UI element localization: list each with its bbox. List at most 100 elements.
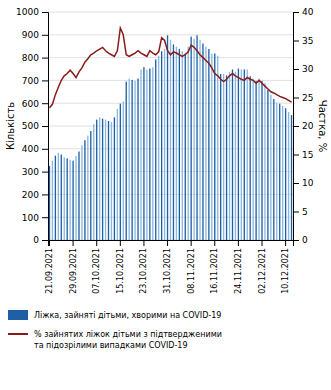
bar bbox=[217, 56, 218, 240]
bar bbox=[202, 43, 203, 240]
bar bbox=[285, 108, 286, 240]
tick-mark bbox=[143, 240, 144, 246]
legend-label: Ліжка, зайняті дітьми, хворими на COVID-… bbox=[34, 311, 221, 320]
y-tick: 0 bbox=[33, 235, 48, 245]
tick-label: 40 bbox=[302, 7, 314, 17]
grid-line bbox=[48, 34, 293, 35]
bar bbox=[146, 69, 147, 240]
tick-mark bbox=[42, 149, 48, 150]
bar bbox=[155, 59, 156, 240]
bar bbox=[84, 140, 85, 240]
marks bbox=[49, 28, 292, 240]
bar bbox=[78, 152, 79, 240]
tick-mark bbox=[167, 240, 168, 246]
bar bbox=[170, 40, 171, 240]
bar bbox=[72, 161, 73, 240]
y-tick: 800 bbox=[22, 53, 48, 63]
bar bbox=[244, 69, 245, 240]
tick-label: 02.12.2021 bbox=[258, 248, 267, 294]
bar bbox=[81, 145, 82, 240]
bar bbox=[67, 158, 68, 240]
bar bbox=[196, 35, 197, 240]
bar bbox=[167, 35, 168, 240]
bar bbox=[69, 160, 70, 240]
x-axis: 21.09.202129.09.202107.10.202115.10.2021… bbox=[45, 240, 293, 294]
bar bbox=[282, 106, 283, 240]
tick-label: 21.09.2021 bbox=[45, 248, 54, 294]
tick-label: 08.11.2021 bbox=[187, 248, 196, 294]
tick-mark bbox=[293, 41, 299, 42]
y2-tick: 30 bbox=[293, 64, 314, 74]
y2-tick: 35 bbox=[293, 36, 313, 46]
bar bbox=[111, 122, 112, 240]
bar bbox=[90, 131, 91, 240]
bar bbox=[158, 56, 159, 240]
bar bbox=[137, 79, 138, 240]
bar bbox=[238, 69, 239, 240]
tick-mark bbox=[293, 98, 299, 99]
bar bbox=[173, 44, 174, 240]
tick-label: 35 bbox=[302, 36, 313, 46]
bar bbox=[182, 51, 183, 240]
bar bbox=[102, 119, 103, 240]
y-tick: 200 bbox=[22, 190, 48, 200]
tick-mark bbox=[42, 194, 48, 195]
bar bbox=[226, 75, 227, 240]
bar bbox=[152, 67, 153, 240]
tick-mark bbox=[42, 240, 48, 241]
bar bbox=[126, 82, 127, 240]
y2-tick: 25 bbox=[293, 93, 313, 103]
bar bbox=[247, 69, 248, 240]
y-tick: 400 bbox=[22, 144, 48, 154]
x-tick: 02.12.2021 bbox=[258, 240, 267, 294]
bar bbox=[108, 121, 109, 240]
tick-mark bbox=[238, 240, 239, 246]
axis-line bbox=[42, 13, 49, 241]
bar bbox=[232, 69, 233, 240]
tick-label: 0 bbox=[33, 235, 39, 245]
tick-label: 800 bbox=[22, 53, 39, 63]
y-tick: 300 bbox=[22, 167, 48, 177]
tick-mark bbox=[42, 58, 48, 59]
bar bbox=[214, 53, 215, 240]
y2-tick: 0 bbox=[293, 235, 308, 245]
bar bbox=[250, 76, 251, 240]
bar bbox=[161, 51, 162, 240]
x-tick: 31.10.2021 bbox=[163, 240, 172, 294]
y-tick: 900 bbox=[22, 30, 48, 40]
bar bbox=[220, 74, 221, 240]
plot: 21.09.202129.09.202107.10.202115.10.2021… bbox=[16, 7, 314, 293]
bar bbox=[114, 117, 115, 240]
tick-label: 20 bbox=[302, 121, 314, 131]
bar bbox=[164, 49, 165, 240]
y2-axis: 0510152025303540 bbox=[293, 7, 314, 245]
tick-label: 07.10.2021 bbox=[92, 248, 101, 294]
x-tick: 24.11.2021 bbox=[234, 240, 243, 294]
tick-label: 23.10.2021 bbox=[139, 248, 148, 294]
bar bbox=[279, 104, 280, 240]
legend-swatch bbox=[8, 333, 28, 335]
tick-label: 100 bbox=[22, 213, 39, 223]
bar bbox=[208, 49, 209, 240]
bar bbox=[255, 81, 256, 240]
tick-mark bbox=[214, 240, 215, 246]
y-tick: 100 bbox=[22, 213, 48, 223]
tick-mark bbox=[42, 103, 48, 104]
axis-title: Кількість bbox=[5, 102, 16, 150]
tick-label: 25 bbox=[302, 93, 313, 103]
bar bbox=[87, 136, 88, 240]
y2-tick: 40 bbox=[293, 7, 314, 17]
bar bbox=[276, 103, 277, 240]
tick-mark bbox=[262, 240, 263, 246]
legend-swatch bbox=[8, 310, 28, 320]
bar bbox=[49, 166, 50, 240]
x-tick: 16.11.2021 bbox=[210, 240, 219, 294]
tick-label: 29.09.2021 bbox=[69, 248, 78, 294]
bar bbox=[105, 120, 106, 240]
bar bbox=[176, 47, 177, 240]
tick-mark bbox=[293, 183, 299, 184]
tick-mark bbox=[293, 126, 299, 127]
tick-label: 31.10.2021 bbox=[163, 248, 172, 294]
line bbox=[49, 28, 291, 108]
tick-label: 10 bbox=[302, 178, 314, 188]
